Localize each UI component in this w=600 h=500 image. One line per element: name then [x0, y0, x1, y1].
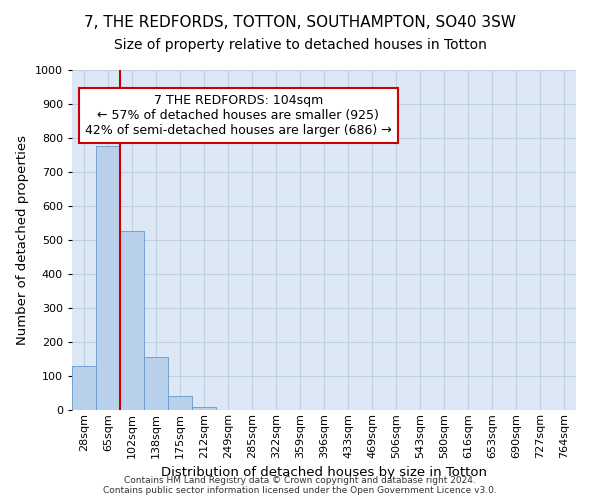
X-axis label: Distribution of detached houses by size in Totton: Distribution of detached houses by size … [161, 466, 487, 479]
Bar [192, 406, 216, 410]
Text: 7 THE REDFORDS: 104sqm
← 57% of detached houses are smaller (925)
42% of semi-de: 7 THE REDFORDS: 104sqm ← 57% of detached… [85, 94, 392, 137]
Bar [144, 356, 168, 410]
Text: Contains HM Land Registry data © Crown copyright and database right 2024.
Contai: Contains HM Land Registry data © Crown c… [103, 476, 497, 495]
Bar [72, 366, 96, 410]
Text: 7, THE REDFORDS, TOTTON, SOUTHAMPTON, SO40 3SW: 7, THE REDFORDS, TOTTON, SOUTHAMPTON, SO… [84, 15, 516, 30]
Text: Size of property relative to detached houses in Totton: Size of property relative to detached ho… [113, 38, 487, 52]
Y-axis label: Number of detached properties: Number of detached properties [16, 135, 29, 345]
Bar [96, 146, 120, 410]
Bar [168, 396, 192, 410]
Bar [120, 232, 144, 410]
